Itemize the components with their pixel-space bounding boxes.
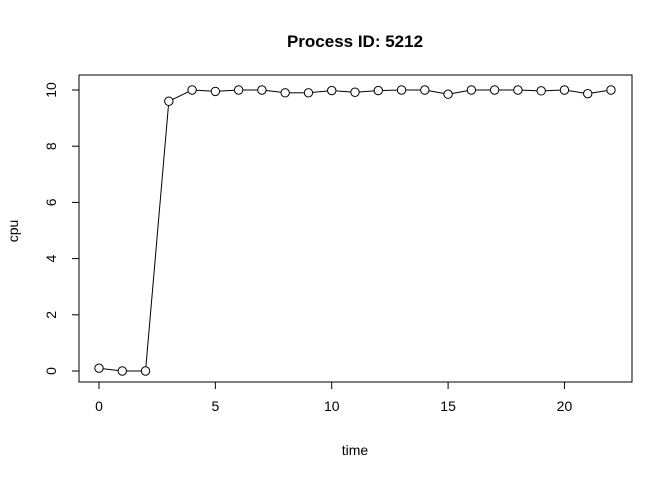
data-point bbox=[94, 363, 104, 373]
y-tick-label: 4 bbox=[43, 254, 59, 262]
data-point bbox=[536, 86, 546, 96]
series-segment bbox=[568, 90, 584, 94]
x-tick-label: 10 bbox=[324, 398, 340, 414]
data-point bbox=[513, 85, 523, 95]
series-segment bbox=[545, 89, 561, 92]
x-tick-label: 20 bbox=[557, 398, 573, 414]
data-point bbox=[350, 87, 360, 97]
x-axis-title: time bbox=[342, 442, 369, 458]
data-point bbox=[187, 85, 197, 95]
series-segment bbox=[266, 90, 282, 93]
data-point bbox=[373, 85, 383, 96]
data-point bbox=[559, 85, 570, 95]
data-point bbox=[303, 88, 314, 98]
series-layer bbox=[94, 85, 616, 376]
data-point bbox=[257, 85, 267, 95]
series-segment bbox=[335, 90, 351, 93]
y-axis-title: cpu bbox=[5, 220, 21, 243]
series-segment bbox=[145, 105, 169, 367]
data-point bbox=[233, 85, 244, 95]
data-point bbox=[466, 85, 477, 95]
data-point bbox=[443, 89, 453, 99]
data-point bbox=[396, 85, 407, 95]
series-segment bbox=[103, 368, 119, 371]
data-point bbox=[210, 86, 221, 97]
data-point bbox=[140, 366, 151, 376]
series-segment bbox=[172, 91, 189, 100]
series-segment bbox=[359, 90, 375, 93]
series-segment bbox=[196, 89, 212, 92]
x-tick-label: 15 bbox=[440, 398, 456, 414]
plot-frame bbox=[78, 74, 633, 383]
series-segment bbox=[428, 90, 445, 94]
data-point bbox=[280, 88, 290, 98]
data-point bbox=[164, 96, 174, 106]
x-tick-label: 5 bbox=[211, 398, 219, 414]
data-point bbox=[489, 85, 500, 95]
y-tick-label: 8 bbox=[43, 142, 59, 150]
y-tick-label: 6 bbox=[43, 198, 59, 206]
series-segment bbox=[312, 90, 328, 93]
data-point bbox=[583, 88, 593, 99]
x-tick-label: 0 bbox=[95, 398, 103, 414]
series-segment bbox=[219, 89, 235, 92]
x-axis: 0 5 10 15 20 bbox=[95, 381, 573, 414]
data-point bbox=[327, 85, 337, 96]
y-tick-label: 2 bbox=[43, 311, 59, 319]
series-segment bbox=[522, 89, 538, 92]
data-point bbox=[420, 85, 430, 95]
y-tick-label: 0 bbox=[43, 367, 59, 375]
chart-title: Process ID: 5212 bbox=[287, 32, 423, 51]
y-tick-label: 10 bbox=[43, 82, 59, 98]
y-axis: 0 2 4 6 8 10 bbox=[43, 82, 80, 375]
series-segment bbox=[591, 90, 607, 94]
data-point bbox=[117, 366, 127, 376]
data-point bbox=[606, 85, 616, 95]
series-segment bbox=[452, 90, 468, 94]
